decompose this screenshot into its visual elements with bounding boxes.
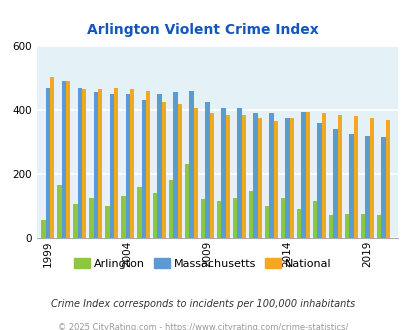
Bar xyxy=(62,81,66,238)
Bar xyxy=(257,118,261,238)
Bar xyxy=(141,100,145,238)
Text: Arlington Violent Crime Index: Arlington Violent Crime Index xyxy=(87,23,318,37)
Bar xyxy=(301,112,305,238)
Bar xyxy=(209,113,213,238)
Bar xyxy=(305,112,309,238)
Bar xyxy=(344,214,348,238)
Bar xyxy=(82,89,86,238)
Bar xyxy=(73,204,77,238)
Bar xyxy=(221,108,225,238)
Legend: Arlington, Massachusetts, National: Arlington, Massachusetts, National xyxy=(70,254,335,273)
Bar xyxy=(225,115,230,238)
Bar xyxy=(89,198,93,238)
Bar xyxy=(169,180,173,238)
Bar xyxy=(153,193,157,238)
Bar xyxy=(232,198,237,238)
Bar xyxy=(66,81,70,238)
Bar xyxy=(130,89,134,238)
Bar xyxy=(137,186,141,238)
Bar xyxy=(189,91,193,238)
Bar xyxy=(98,89,102,238)
Bar xyxy=(45,88,50,238)
Bar xyxy=(162,102,166,238)
Bar xyxy=(109,94,113,238)
Bar xyxy=(217,201,221,238)
Bar xyxy=(205,102,209,238)
Bar xyxy=(200,199,205,238)
Bar xyxy=(369,118,373,238)
Bar xyxy=(249,191,253,238)
Bar xyxy=(364,136,369,238)
Bar xyxy=(269,113,273,238)
Bar xyxy=(125,94,130,238)
Bar xyxy=(157,94,162,238)
Bar xyxy=(360,214,364,238)
Bar xyxy=(328,215,333,238)
Bar xyxy=(312,201,317,238)
Bar xyxy=(253,113,257,238)
Bar xyxy=(173,92,177,238)
Bar xyxy=(185,164,189,238)
Bar xyxy=(93,92,98,238)
Bar xyxy=(348,134,353,238)
Bar xyxy=(333,129,337,238)
Bar xyxy=(337,115,341,238)
Text: Crime Index corresponds to incidents per 100,000 inhabitants: Crime Index corresponds to incidents per… xyxy=(51,299,354,309)
Bar xyxy=(241,115,245,238)
Bar xyxy=(145,91,150,238)
Bar xyxy=(41,220,45,238)
Bar xyxy=(50,77,54,238)
Bar xyxy=(273,121,277,238)
Bar xyxy=(121,196,125,238)
Bar xyxy=(321,113,325,238)
Bar xyxy=(353,116,357,238)
Bar xyxy=(296,209,301,238)
Bar xyxy=(285,118,289,238)
Bar xyxy=(177,104,182,238)
Bar xyxy=(113,88,118,238)
Bar xyxy=(237,108,241,238)
Text: © 2025 CityRating.com - https://www.cityrating.com/crime-statistics/: © 2025 CityRating.com - https://www.city… xyxy=(58,323,347,330)
Bar xyxy=(380,137,385,238)
Bar xyxy=(77,88,82,238)
Bar xyxy=(317,123,321,238)
Bar xyxy=(385,119,389,238)
Bar xyxy=(105,206,109,238)
Bar xyxy=(264,206,269,238)
Bar xyxy=(193,108,198,238)
Bar xyxy=(280,198,285,238)
Bar xyxy=(376,215,380,238)
Bar xyxy=(289,118,293,238)
Bar xyxy=(57,185,62,238)
